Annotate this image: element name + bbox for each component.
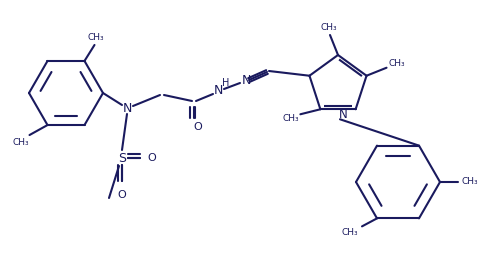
Text: O: O xyxy=(148,153,157,163)
Text: H: H xyxy=(222,78,230,88)
Text: N: N xyxy=(338,108,347,121)
Text: N: N xyxy=(123,102,132,114)
Text: N: N xyxy=(213,84,223,98)
Text: S: S xyxy=(118,151,126,164)
Text: O: O xyxy=(118,190,126,200)
Text: CH₃: CH₃ xyxy=(388,59,405,68)
Text: O: O xyxy=(194,122,203,132)
Text: CH₃: CH₃ xyxy=(282,114,299,123)
Text: N: N xyxy=(241,74,250,88)
Text: CH₃: CH₃ xyxy=(321,23,337,32)
Text: CH₃: CH₃ xyxy=(87,33,104,42)
Text: CH₃: CH₃ xyxy=(462,178,478,186)
Text: CH₃: CH₃ xyxy=(342,228,358,237)
Text: CH₃: CH₃ xyxy=(12,138,29,146)
